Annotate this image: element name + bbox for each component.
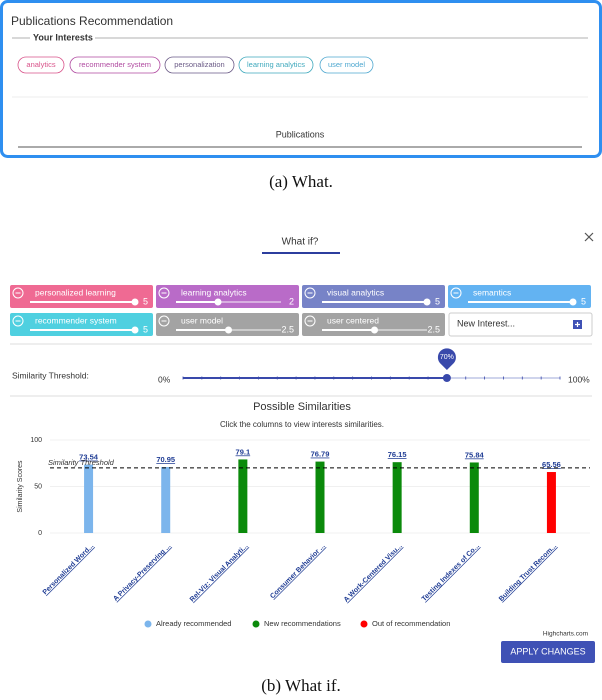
data-label: 79.1 xyxy=(236,447,251,456)
bar[interactable] xyxy=(315,461,325,533)
interest-label: user model xyxy=(181,315,223,325)
slider-knob[interactable] xyxy=(214,298,222,306)
interest-cards: personalized learning 5 learning analytics… xyxy=(10,285,591,336)
x-tick-label[interactable]: A Work-Centered Visu... xyxy=(343,543,404,604)
slider-knob[interactable] xyxy=(371,326,378,334)
data-label: 65.56 xyxy=(542,460,561,469)
remove-icon[interactable] xyxy=(304,315,316,327)
data-label: 70.95 xyxy=(156,455,175,464)
x-tick-label[interactable]: A Privacy-Preserving ... xyxy=(112,543,172,603)
legend-label[interactable]: Already recommended xyxy=(156,619,231,628)
interest-weight: 2.5 xyxy=(427,324,440,334)
threshold-line-label: Similarity Threshold xyxy=(48,458,115,467)
interest-weight: 5 xyxy=(143,296,148,306)
interest-weight: 5 xyxy=(581,296,586,306)
legend-label[interactable]: Out of recommendation xyxy=(372,619,450,628)
data-label: 73.54 xyxy=(79,453,99,462)
close-button[interactable] xyxy=(584,232,594,242)
interest-label: visual analytics xyxy=(327,287,384,297)
x-tick-label[interactable]: Building Trust Recom... xyxy=(498,543,558,603)
slider-knob[interactable] xyxy=(225,326,232,334)
interest-chip-label: analytics xyxy=(26,60,55,69)
data-label: 76.15 xyxy=(388,450,407,459)
legend-label[interactable]: New recommendations xyxy=(264,619,341,628)
input-placeholder: New Interest... xyxy=(457,318,515,328)
threshold-max: 100% xyxy=(568,374,590,384)
x-tick-label[interactable]: Personalized Word... xyxy=(42,543,96,597)
interest-card xyxy=(448,285,591,308)
interest-weight: 5 xyxy=(143,324,148,334)
interest-chip-label: personalization xyxy=(174,60,224,69)
chart-title: Possible Similarities xyxy=(253,401,351,413)
slider-knob[interactable] xyxy=(423,298,431,306)
bar[interactable] xyxy=(84,464,94,533)
apply-button-label: APPLY CHANGES xyxy=(510,646,585,656)
y-tick-label: 50 xyxy=(34,483,42,490)
interest-label: personalized learning xyxy=(35,287,116,297)
remove-icon[interactable] xyxy=(158,315,170,327)
data-label: 75.84 xyxy=(465,450,485,459)
threshold-min: 0% xyxy=(158,374,171,384)
bar[interactable] xyxy=(392,462,402,533)
tab[interactable]: Publications xyxy=(276,129,325,139)
slider-value-label: 70% xyxy=(440,354,454,361)
x-tick-label[interactable]: Testing Indexes of Co... xyxy=(421,543,481,603)
bar[interactable] xyxy=(546,472,556,533)
slider-knob[interactable] xyxy=(131,298,139,306)
threshold-label: Similarity Threshold: xyxy=(12,370,89,380)
new-interest-input[interactable] xyxy=(448,312,593,337)
interest-label: learning analytics xyxy=(181,287,247,297)
y-tick-label: 100 xyxy=(30,437,42,444)
interest-label: user centered xyxy=(327,315,379,325)
bar[interactable] xyxy=(161,467,171,533)
chart-subtitle: Click the columns to view interests simi… xyxy=(220,420,384,429)
interest-chip[interactable] xyxy=(69,56,161,74)
interest-weight: 2 xyxy=(289,296,294,306)
panel-title: Publications Recommendation xyxy=(11,14,173,28)
chart: Possible Similarities Click the columns t… xyxy=(17,401,590,628)
interest-chip[interactable] xyxy=(319,56,374,74)
caption: (b) What if. xyxy=(261,676,340,695)
interest-weight: 5 xyxy=(435,296,440,306)
interest-chip[interactable] xyxy=(238,56,314,74)
threshold-slider[interactable]: 70% xyxy=(182,348,561,382)
legend-marker[interactable] xyxy=(144,620,152,628)
interest-chip[interactable] xyxy=(164,56,235,74)
interest-label: semantics xyxy=(473,287,511,297)
interest-chip-label: user model xyxy=(328,60,365,69)
x-tick-label[interactable]: Rel-Viz: Visual Analyti... xyxy=(189,543,250,604)
slider-value-bubble xyxy=(437,348,456,370)
interest-weight: 2.5 xyxy=(281,324,294,334)
y-axis-label: Similarity Scores xyxy=(17,460,24,513)
tab[interactable]: What if? xyxy=(282,237,319,248)
interest-chip-label: learning analytics xyxy=(247,60,305,69)
slider-knob[interactable] xyxy=(569,298,577,306)
legend-marker[interactable] xyxy=(360,620,368,628)
remove-icon[interactable] xyxy=(158,287,170,299)
apply-button[interactable] xyxy=(501,641,595,663)
data-label: 76.79 xyxy=(311,450,330,459)
legend-marker[interactable] xyxy=(252,620,260,628)
bar[interactable] xyxy=(238,459,248,533)
remove-icon[interactable] xyxy=(12,287,24,299)
section-title: Your Interests xyxy=(33,32,93,42)
interest-chip-label: recommender system xyxy=(79,60,151,69)
remove-icon[interactable] xyxy=(304,287,316,299)
remove-icon[interactable] xyxy=(450,287,462,299)
interest-label: recommender system xyxy=(35,315,117,325)
y-tick-label: 0 xyxy=(38,530,42,537)
remove-icon[interactable] xyxy=(12,315,24,327)
interest-chip[interactable] xyxy=(17,56,65,74)
add-button[interactable] xyxy=(573,320,582,329)
credit: Highcharts.com xyxy=(543,631,588,638)
slider-knob[interactable] xyxy=(131,326,139,334)
slider-knob[interactable] xyxy=(442,374,451,382)
panel-a-frame xyxy=(0,0,602,158)
caption: (a) What. xyxy=(269,172,333,191)
x-tick-label[interactable]: Consumer Behavior ... xyxy=(269,543,327,601)
bar[interactable] xyxy=(469,462,479,533)
